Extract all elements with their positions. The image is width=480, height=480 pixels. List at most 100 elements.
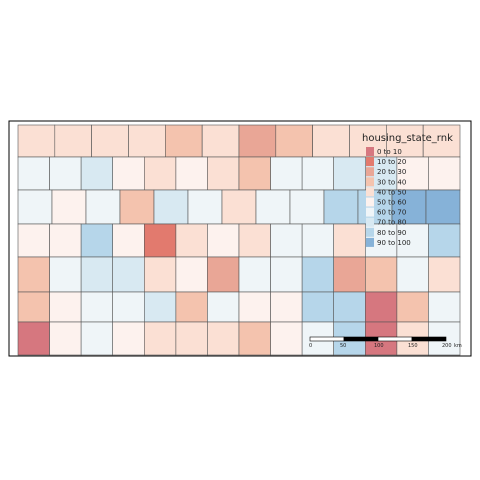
county-polygon	[428, 223, 461, 258]
county-polygon	[270, 291, 303, 323]
county-polygon	[312, 124, 350, 158]
county-polygon	[238, 256, 271, 293]
legend-swatch	[366, 147, 374, 156]
county-polygon	[153, 189, 189, 225]
county-polygon	[301, 156, 335, 191]
legend-swatch	[366, 227, 374, 237]
county-polygon	[144, 156, 177, 191]
county-polygon	[270, 156, 303, 191]
county-polygon	[49, 223, 82, 258]
county-polygon	[49, 321, 82, 356]
legend-label: 30 to 40	[377, 178, 406, 186]
legend-swatch	[366, 157, 374, 167]
county-polygon	[175, 291, 208, 323]
county-polygon	[51, 189, 87, 225]
county-polygon	[207, 291, 240, 323]
county-polygon	[385, 124, 424, 158]
county-polygon	[238, 223, 271, 258]
county-polygon	[119, 189, 155, 225]
legend-label: 20 to 30	[377, 168, 406, 176]
scale-tick-label: 200	[442, 343, 452, 349]
scale-bar-segment	[377, 336, 413, 342]
county-polygon	[49, 256, 82, 293]
county-polygon	[80, 156, 113, 191]
legend-title: housing_state_rnk	[362, 133, 453, 144]
county-polygon	[187, 189, 223, 225]
county-polygon	[17, 124, 56, 158]
county-polygon	[165, 124, 203, 158]
county-polygon	[289, 189, 325, 225]
legend-swatch	[366, 237, 374, 247]
county-polygon	[333, 223, 366, 258]
legend-swatch	[366, 167, 374, 177]
legend-label: 80 to 90	[377, 229, 406, 237]
scale-tick-label: 50	[340, 343, 346, 349]
county-polygon	[364, 256, 398, 293]
legend-label: 10 to 20	[377, 158, 406, 166]
county-polygon	[112, 156, 145, 191]
county-polygon	[301, 291, 335, 323]
county-polygon	[396, 223, 429, 258]
county-polygon	[128, 124, 166, 158]
county-polygon	[201, 124, 240, 158]
county-polygon	[255, 189, 291, 225]
county-polygon	[17, 223, 50, 258]
county-polygon	[396, 291, 429, 323]
county-polygon	[91, 124, 129, 158]
county-polygon	[175, 156, 208, 191]
legend-label: 50 to 60	[377, 199, 406, 207]
county-polygon	[275, 124, 313, 158]
scale-bar-segment	[309, 336, 345, 342]
scale-bar: 0 50 100 150 200 km	[309, 336, 462, 349]
county-layer	[17, 124, 461, 356]
county-polygon	[391, 189, 427, 225]
county-polygon	[112, 321, 145, 356]
county-polygon	[364, 291, 398, 323]
county-polygon	[207, 321, 240, 356]
county-polygon	[17, 156, 50, 191]
county-polygon	[396, 256, 429, 293]
county-polygon	[270, 223, 303, 258]
county-polygon	[49, 156, 82, 191]
scale-bar-segment	[411, 336, 447, 342]
legend-swatch	[366, 207, 374, 217]
county-polygon	[428, 291, 461, 323]
county-polygon	[333, 291, 366, 323]
county-polygon	[85, 189, 121, 225]
county-polygon	[144, 256, 177, 293]
county-polygon	[238, 291, 271, 323]
county-polygon	[221, 189, 257, 225]
county-polygon	[270, 256, 303, 293]
legend-label: 0 to 10	[377, 148, 402, 156]
scale-tick-label: 100	[374, 343, 384, 349]
county-polygon	[238, 321, 271, 356]
county-polygon	[425, 189, 461, 225]
county-polygon	[207, 223, 240, 258]
county-polygon	[238, 156, 271, 191]
county-polygon	[323, 189, 359, 225]
county-polygon	[270, 321, 303, 356]
county-polygon	[207, 156, 240, 191]
scale-tick-label: 0	[309, 343, 312, 349]
county-polygon	[80, 321, 113, 356]
county-polygon	[80, 256, 113, 293]
county-polygon	[301, 256, 335, 293]
county-polygon	[207, 256, 240, 293]
legend-swatch	[366, 187, 374, 197]
county-polygon	[17, 256, 50, 293]
county-polygon	[428, 156, 461, 191]
scale-unit-label: km	[454, 343, 462, 349]
county-polygon	[54, 124, 92, 158]
county-polygon	[80, 291, 113, 323]
legend-label: 90 to 100	[377, 239, 411, 247]
legend-label: 40 to 50	[377, 188, 406, 196]
county-polygon	[144, 223, 177, 258]
county-polygon	[112, 291, 145, 323]
county-polygon	[175, 321, 208, 356]
scale-tick-label: 150	[408, 343, 418, 349]
county-polygon	[428, 256, 461, 293]
county-polygon	[175, 223, 208, 258]
county-polygon	[17, 189, 53, 225]
county-polygon	[112, 256, 145, 293]
